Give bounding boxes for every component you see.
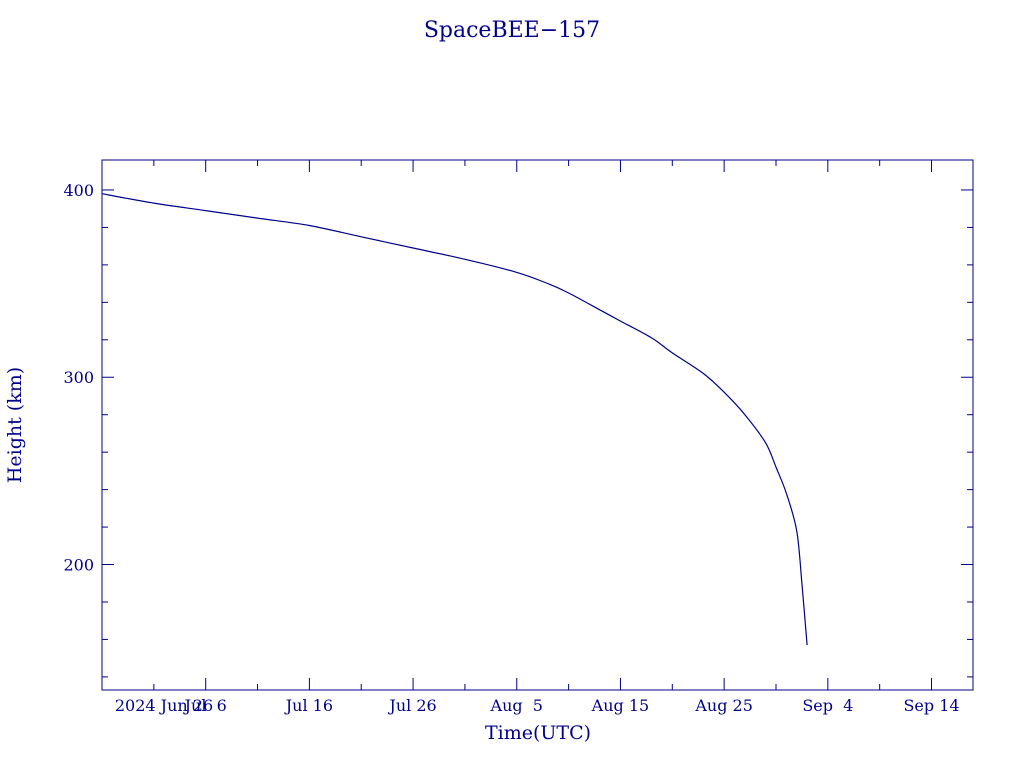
- x-axis-label: Time(UTC): [485, 722, 591, 744]
- x-tick-label: Sep 14: [903, 696, 959, 715]
- height-series-line: [101, 193, 808, 646]
- x-tick-label: Sep 4: [802, 696, 853, 715]
- x-tick-label: 2024 Jun 26: [115, 696, 213, 715]
- x-tick-label: Aug 5: [490, 696, 543, 715]
- chart-title: SpaceBEE−157: [424, 18, 600, 43]
- y-tick-label: 400: [63, 181, 94, 200]
- x-tick-label: Jul 16: [284, 696, 333, 715]
- y-tick-label: 300: [63, 368, 94, 387]
- x-tick-label: Jul 26: [387, 696, 436, 715]
- y-tick-label: 200: [63, 556, 94, 575]
- x-tick-label: Jul 6: [183, 696, 227, 715]
- x-tick-label: Aug 15: [591, 696, 650, 715]
- plot-frame: [101, 159, 974, 691]
- x-tick-label: Aug 25: [694, 696, 753, 715]
- y-axis-ticks: 200 300 400: [63, 181, 973, 678]
- y-axis-label: Height (km): [4, 367, 26, 483]
